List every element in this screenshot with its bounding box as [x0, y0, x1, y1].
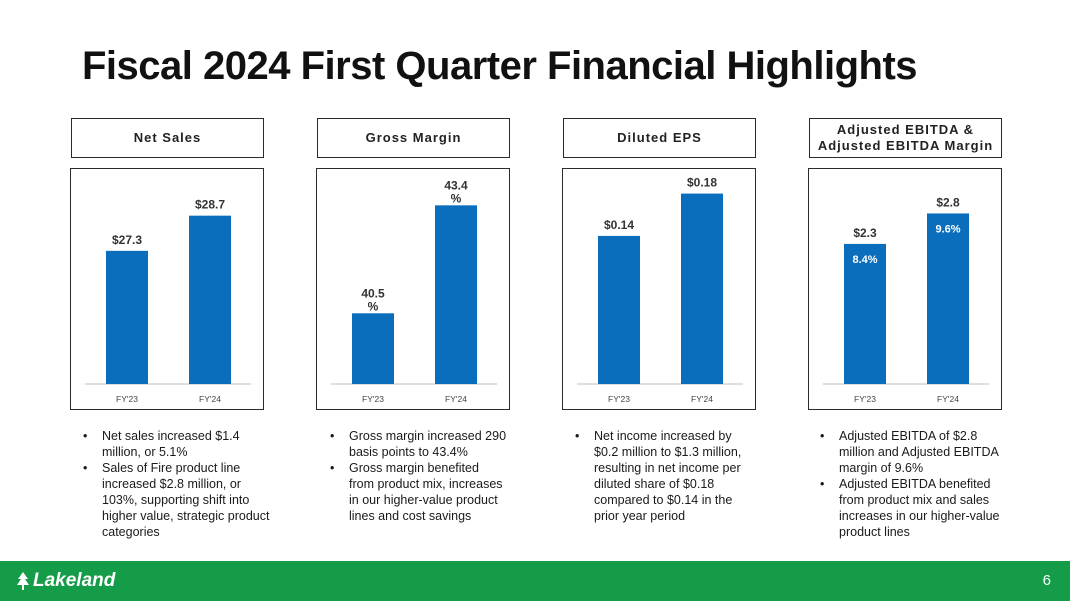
bar-FY'24 [681, 193, 723, 384]
category-tick-label: FY'23 [116, 394, 138, 404]
bar-value-label: 40.5% [361, 286, 385, 313]
category-tick-label: FY'24 [937, 394, 959, 404]
bar-value-label: $2.8 [936, 195, 960, 209]
footer-bar: Lakeland 6 [0, 561, 1070, 601]
bar-value-label: 43.4% [444, 178, 468, 205]
panel-header-net-sales: Net Sales [71, 118, 264, 158]
category-tick-label: FY'24 [199, 394, 221, 404]
chart-diluted-eps: $0.14 FY'23 $0.18 FY'24 [562, 168, 756, 410]
bullets-gross-margin: Gross margin increased 290 basis points … [327, 428, 507, 524]
page-title: Fiscal 2024 First Quarter Financial High… [82, 44, 918, 88]
category-tick-label: FY'23 [854, 394, 876, 404]
company-logo: Lakeland [16, 570, 115, 592]
bar-value-label: $28.7 [195, 198, 225, 212]
bar-FY'23 [844, 243, 886, 384]
bullet-item: Net sales increased $1.4 million, or 5.1… [80, 428, 270, 460]
bullets-diluted-eps: Net income increased by $0.2 million to … [572, 428, 758, 524]
bullets-adjusted-ebitda: Adjusted EBITDA of $2.8 million and Adju… [817, 428, 1007, 540]
bar-chart-svg: $27.3 FY'23 $28.7 FY'24 [85, 198, 251, 404]
leaf-icon [17, 572, 29, 590]
bar-inner-label: 9.6% [935, 223, 960, 235]
bullet-item: Net income increased by $0.2 million to … [572, 428, 758, 524]
panel-header-diluted-eps: Diluted EPS [563, 118, 756, 158]
bar-FY'24 [435, 205, 477, 384]
bullet-item: Gross margin benefited from product mix,… [327, 460, 507, 524]
chart-net-sales: $27.3 FY'23 $28.7 FY'24 [70, 168, 264, 410]
panel-header-gross-margin: Gross Margin [317, 118, 510, 158]
category-tick-label: FY'23 [362, 394, 384, 404]
bar-inner-label: 8.4% [852, 254, 877, 266]
bar-value-label: $27.3 [112, 233, 142, 247]
bullet-item: Sales of Fire product line increased $2.… [80, 460, 270, 540]
bar-FY'24 [927, 213, 969, 384]
bar-chart-svg: $2.3 8.4% FY'23 $2.8 9.6% FY'24 [823, 195, 989, 404]
panel-header-adjusted-ebitda: Adjusted EBITDA & Adjusted EBITDA Margin [809, 118, 1002, 158]
bar-value-label: $0.18 [687, 176, 717, 190]
bar-chart-svg: 40.5 % FY'23 43.4 % FY'24 [331, 178, 497, 404]
chart-gross-margin: 40.5% FY'23 43.4% FY'24 [316, 168, 510, 410]
category-tick-label: FY'24 [445, 394, 467, 404]
bar-chart-svg: $0.14 FY'23 $0.18 FY'24 [577, 176, 743, 404]
bar-FY'23 [598, 235, 640, 384]
bullet-item: Adjusted EBITDA of $2.8 million and Adju… [817, 428, 1007, 476]
category-tick-label: FY'23 [608, 394, 630, 404]
bullets-net-sales: Net sales increased $1.4 million, or 5.1… [80, 428, 270, 540]
page-number: 6 [1042, 572, 1051, 589]
bar-value-label: $2.3 [853, 226, 877, 240]
bullet-item: Gross margin increased 290 basis points … [327, 428, 507, 460]
bar-FY'23 [106, 250, 148, 384]
bar-value-label: $0.14 [604, 218, 634, 232]
logo-text: Lakeland [33, 570, 116, 591]
category-tick-label: FY'24 [691, 394, 713, 404]
chart-adjusted-ebitda: $2.3 8.4% FY'23 $2.8 9.6% FY'24 [808, 168, 1002, 410]
bar-FY'24 [189, 215, 231, 384]
bar-FY'23 [352, 313, 394, 384]
bullet-item: Adjusted EBITDA benefited from product m… [817, 476, 1007, 540]
